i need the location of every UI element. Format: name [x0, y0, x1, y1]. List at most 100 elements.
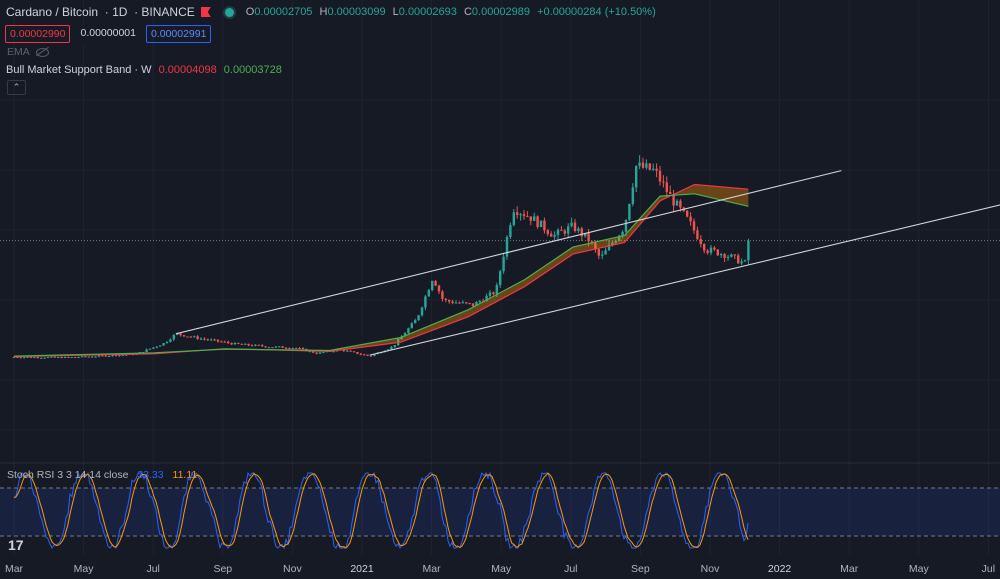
candle-body-143 — [499, 271, 502, 285]
candle-body-205 — [709, 247, 713, 253]
candle-body-121 — [424, 296, 427, 308]
candle-body-106 — [373, 354, 376, 356]
candle-body-58 — [210, 339, 213, 341]
high-value: 0.00003099 — [327, 6, 386, 18]
candle-body-105 — [369, 355, 373, 357]
candle-body-69 — [247, 343, 250, 346]
candle-body-68 — [244, 343, 247, 345]
bmsb-sma-line — [13, 183, 749, 358]
market-status-icon — [224, 7, 234, 17]
candle-body-162 — [563, 230, 566, 234]
candle-body-159 — [553, 234, 556, 237]
candle-body-23 — [91, 356, 94, 358]
candle-body-156 — [543, 220, 546, 231]
candle-body-135 — [471, 303, 475, 307]
candle-body-164 — [570, 222, 573, 227]
candle-body-7 — [36, 357, 39, 359]
candle-body-133 — [465, 302, 468, 304]
sell-price-button[interactable]: 0.00002990 — [5, 25, 71, 43]
candle-body-208 — [720, 254, 723, 256]
candle-body-146 — [509, 225, 512, 237]
buy-price-button[interactable]: 0.00002991 — [145, 25, 212, 43]
ema-indicator-legend[interactable]: EMA — [7, 46, 49, 58]
bmsb-indicator-legend[interactable]: Bull Market Support Band · W 0.00004098 … — [6, 64, 282, 76]
candle-body-125 — [437, 285, 441, 292]
bmsb-sma-value: 0.00004098 — [158, 64, 217, 76]
candle-body-136 — [475, 301, 478, 307]
candle-body-206 — [713, 247, 716, 250]
tradingview-logo[interactable]: 17 — [8, 537, 24, 553]
stoch-k-line — [13, 471, 749, 550]
candle-body-195 — [675, 200, 679, 206]
candle-body-20 — [80, 356, 84, 358]
candle-body-32 — [121, 354, 124, 356]
open-label: O — [245, 6, 255, 18]
candle-body-63 — [227, 341, 230, 344]
candle-body-8 — [40, 357, 43, 359]
candle-body-194 — [672, 194, 675, 206]
flag-icon[interactable] — [200, 7, 211, 17]
candle-body-188 — [652, 168, 655, 170]
candle-body-5 — [29, 356, 33, 358]
candle-body-178 — [618, 235, 621, 241]
candle-body-118 — [414, 320, 417, 324]
candle-body-64 — [230, 343, 233, 345]
x-tick-label: Sep — [213, 563, 233, 575]
candle-body-98 — [346, 350, 349, 352]
collapse-legend-button[interactable]: ⌃ — [7, 80, 26, 95]
bmsb-ema-value: 0.00003728 — [223, 64, 282, 76]
candle-body-132 — [461, 302, 464, 304]
candle-body-19 — [77, 357, 80, 359]
candle-body-13 — [57, 357, 60, 359]
candle-body-166 — [577, 228, 580, 232]
candle-body-144 — [502, 256, 505, 272]
candle-body-25 — [97, 355, 101, 357]
interval-label: 1D — [112, 5, 128, 19]
stoch-rsi-legend[interactable]: Stoch RSI 3 3 14 14 close 33.33 11.11 — [7, 469, 197, 481]
hidden-eye-icon[interactable] — [35, 47, 49, 57]
candle-body-51 — [186, 336, 189, 338]
candle-body-90 — [318, 352, 322, 354]
candle-body-17 — [70, 357, 73, 359]
candle-body-6 — [33, 357, 36, 359]
candle-body-55 — [199, 338, 203, 340]
symbol-title[interactable]: Cardano / Bitcoin · 1D · BINANCE — [6, 5, 195, 19]
candle-body-175 — [607, 244, 611, 251]
candle-body-14 — [60, 357, 63, 359]
candle-body-186 — [645, 163, 648, 168]
stoch-label: Stoch RSI 3 3 14 14 close — [7, 469, 129, 481]
close-value: 0.00002989 — [471, 6, 531, 18]
candle-body-74 — [264, 346, 267, 348]
candle-body-141 — [492, 292, 495, 295]
open-value: 0.00002705 — [254, 6, 313, 18]
candle-body-134 — [468, 302, 471, 304]
candle-body-172 — [597, 249, 600, 256]
candle-body-158 — [550, 233, 553, 237]
candle-body-119 — [417, 315, 420, 321]
candle-body-102 — [359, 353, 362, 355]
candle-body-72 — [257, 344, 260, 346]
candle-body-16 — [67, 356, 70, 358]
candle-body-67 — [240, 343, 243, 345]
candle-body-59 — [213, 339, 216, 341]
candle-body-199 — [689, 216, 692, 222]
ema-label: EMA — [7, 46, 30, 58]
candle-body-50 — [182, 335, 186, 337]
x-tick-label: Jul — [146, 563, 160, 575]
x-tick-label: Sep — [631, 563, 650, 575]
candle-body-88 — [312, 351, 315, 353]
candle-body-76 — [271, 347, 274, 349]
low-value: 0.00002693 — [398, 6, 457, 18]
stoch-k-value: 33.33 — [137, 469, 164, 481]
candle-body-117 — [410, 323, 413, 329]
candle-body-103 — [363, 354, 366, 356]
trend-line-1 — [175, 170, 842, 335]
spread-value: 0.00000001 — [76, 25, 140, 43]
candle-body-61 — [220, 341, 223, 343]
x-tick-label: Jul — [564, 563, 578, 575]
candle-body-65 — [233, 342, 237, 345]
price-boxes: 0.00002990 0.00000001 0.00002991 — [5, 25, 212, 43]
candle-body-116 — [407, 328, 410, 334]
candle-body-54 — [196, 336, 199, 339]
